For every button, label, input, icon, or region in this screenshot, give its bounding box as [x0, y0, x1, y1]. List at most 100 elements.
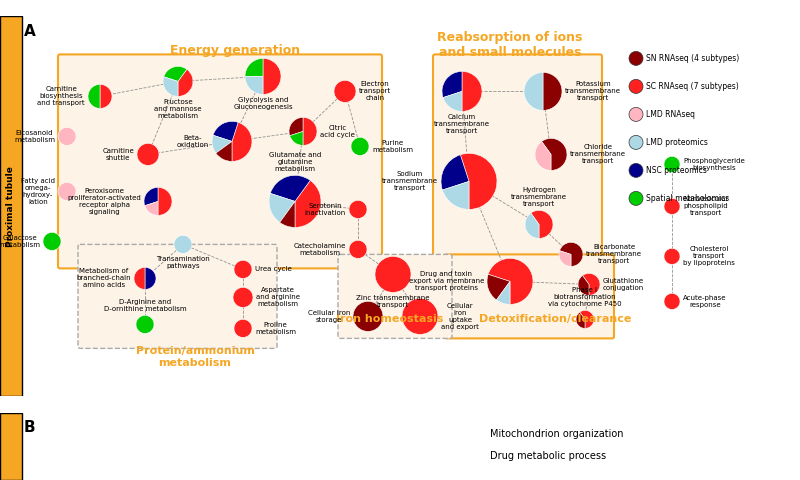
Wedge shape: [525, 213, 539, 239]
Wedge shape: [559, 251, 571, 266]
Text: Purine
metabolism: Purine metabolism: [372, 140, 413, 153]
Wedge shape: [234, 319, 252, 337]
Wedge shape: [442, 72, 462, 97]
FancyBboxPatch shape: [338, 254, 452, 338]
Wedge shape: [524, 72, 543, 110]
Wedge shape: [351, 137, 369, 156]
Wedge shape: [580, 311, 594, 328]
Text: Hydrogen
transmembrane
transport: Hydrogen transmembrane transport: [511, 187, 567, 207]
Wedge shape: [488, 258, 533, 304]
Text: Iron homeostasis: Iron homeostasis: [336, 314, 444, 324]
FancyBboxPatch shape: [445, 254, 614, 338]
Circle shape: [629, 135, 643, 149]
Wedge shape: [280, 202, 295, 228]
Wedge shape: [164, 66, 187, 82]
Text: SC RNAseq (7 subtypes): SC RNAseq (7 subtypes): [646, 82, 738, 91]
Text: Citric
acid cycle: Citric acid cycle: [320, 125, 355, 138]
Text: Cellular iron
storage: Cellular iron storage: [308, 310, 350, 323]
Text: Phase I
biotransformation
via cytochrome P450: Phase I biotransformation via cytochrome…: [548, 288, 622, 307]
Wedge shape: [441, 155, 469, 190]
Wedge shape: [664, 198, 680, 215]
Text: Carnitine
shuttle: Carnitine shuttle: [102, 148, 134, 161]
Text: Electron
transport
chain: Electron transport chain: [359, 82, 391, 101]
Circle shape: [629, 192, 643, 205]
Text: Spatial metabolomics: Spatial metabolomics: [646, 194, 729, 203]
Text: Eicosanoid
metabolism: Eicosanoid metabolism: [14, 130, 55, 143]
Wedge shape: [290, 132, 303, 145]
Text: Reabsorption of ions
and small molecules: Reabsorption of ions and small molecules: [438, 31, 582, 60]
Wedge shape: [270, 175, 310, 202]
Wedge shape: [349, 240, 367, 258]
Wedge shape: [269, 193, 295, 222]
Text: Energy generation: Energy generation: [170, 44, 300, 58]
Wedge shape: [58, 127, 76, 145]
Wedge shape: [303, 118, 317, 145]
Wedge shape: [664, 156, 680, 172]
Wedge shape: [349, 201, 367, 218]
Text: Transamination
pathways: Transamination pathways: [156, 256, 210, 269]
Wedge shape: [442, 181, 469, 209]
Text: Fatty acid
omega-
hydroxy-
lation: Fatty acid omega- hydroxy- lation: [21, 178, 55, 205]
Wedge shape: [530, 210, 553, 239]
Text: Phosphoglyceride
biosynthesis: Phosphoglyceride biosynthesis: [683, 158, 745, 171]
Text: Galactose
metabolism: Galactose metabolism: [0, 235, 40, 248]
Wedge shape: [462, 72, 482, 111]
Wedge shape: [582, 274, 600, 295]
Wedge shape: [213, 121, 238, 142]
Text: Urea cycle: Urea cycle: [255, 266, 292, 272]
Wedge shape: [245, 59, 263, 76]
Text: Cholesterol
transport
by lipoproteins: Cholesterol transport by lipoproteins: [683, 246, 735, 266]
Text: Glutamate and
glutamine
metabolism: Glutamate and glutamine metabolism: [269, 153, 321, 172]
Text: Nonvesicular
phospholipid
transport: Nonvesicular phospholipid transport: [683, 196, 729, 216]
Text: SN RNAseq (4 subtypes): SN RNAseq (4 subtypes): [646, 54, 739, 63]
Text: Detoxification/clearance: Detoxification/clearance: [479, 314, 631, 324]
Wedge shape: [88, 84, 100, 108]
Wedge shape: [134, 267, 145, 289]
Wedge shape: [664, 249, 680, 264]
Wedge shape: [542, 138, 567, 170]
Text: NSC proteomics: NSC proteomics: [646, 166, 707, 175]
Text: Drug metabolic process: Drug metabolic process: [490, 451, 606, 461]
Wedge shape: [402, 299, 438, 335]
Wedge shape: [234, 260, 252, 278]
Wedge shape: [145, 202, 158, 216]
Text: B: B: [24, 420, 36, 435]
Text: Bicarbonate
transmembrane
transport: Bicarbonate transmembrane transport: [586, 244, 642, 264]
Text: Chloride
transmembrane
transport: Chloride transmembrane transport: [570, 144, 626, 164]
Wedge shape: [443, 91, 462, 111]
FancyBboxPatch shape: [0, 413, 22, 480]
Text: Protein/ammonium
metabolism: Protein/ammonium metabolism: [135, 347, 254, 368]
Text: Mitochondrion organization: Mitochondrion organization: [490, 429, 623, 439]
Wedge shape: [375, 256, 411, 292]
Text: Fructose
and mannose
metabolism: Fructose and mannose metabolism: [154, 99, 202, 120]
Wedge shape: [144, 187, 158, 206]
Wedge shape: [295, 180, 321, 228]
Text: LMD RNAseq: LMD RNAseq: [646, 110, 695, 119]
Wedge shape: [353, 301, 383, 331]
Text: Potassium
transmembrane
transport: Potassium transmembrane transport: [565, 82, 621, 101]
Wedge shape: [163, 77, 178, 96]
Text: Sodium
transmembrane
transport: Sodium transmembrane transport: [382, 171, 438, 192]
Text: Metabolism of
branched-chain
amino acids: Metabolism of branched-chain amino acids: [76, 268, 131, 288]
Wedge shape: [487, 274, 510, 300]
Wedge shape: [664, 293, 680, 310]
Wedge shape: [578, 276, 589, 295]
Text: Glutathione
conjugation: Glutathione conjugation: [603, 278, 644, 291]
Wedge shape: [58, 182, 76, 201]
Wedge shape: [334, 80, 356, 102]
Text: Cellular
iron
uptake
and export: Cellular iron uptake and export: [441, 303, 479, 330]
Text: Drug and toxin
export via membrane
transport proteins: Drug and toxin export via membrane trans…: [409, 271, 484, 291]
Wedge shape: [216, 142, 232, 161]
Text: Proline
metabolism: Proline metabolism: [255, 322, 296, 335]
Circle shape: [629, 108, 643, 121]
Wedge shape: [576, 312, 585, 328]
FancyBboxPatch shape: [433, 54, 602, 268]
Text: Zinc transmembrane
transport: Zinc transmembrane transport: [356, 295, 430, 308]
Wedge shape: [158, 187, 172, 216]
Text: Carnitine
biosynthesis
and transport: Carnitine biosynthesis and transport: [38, 86, 85, 107]
Circle shape: [629, 163, 643, 178]
Wedge shape: [137, 144, 159, 166]
Wedge shape: [289, 118, 303, 136]
Wedge shape: [245, 76, 263, 95]
Text: Catecholamine
metabolism: Catecholamine metabolism: [294, 243, 346, 256]
